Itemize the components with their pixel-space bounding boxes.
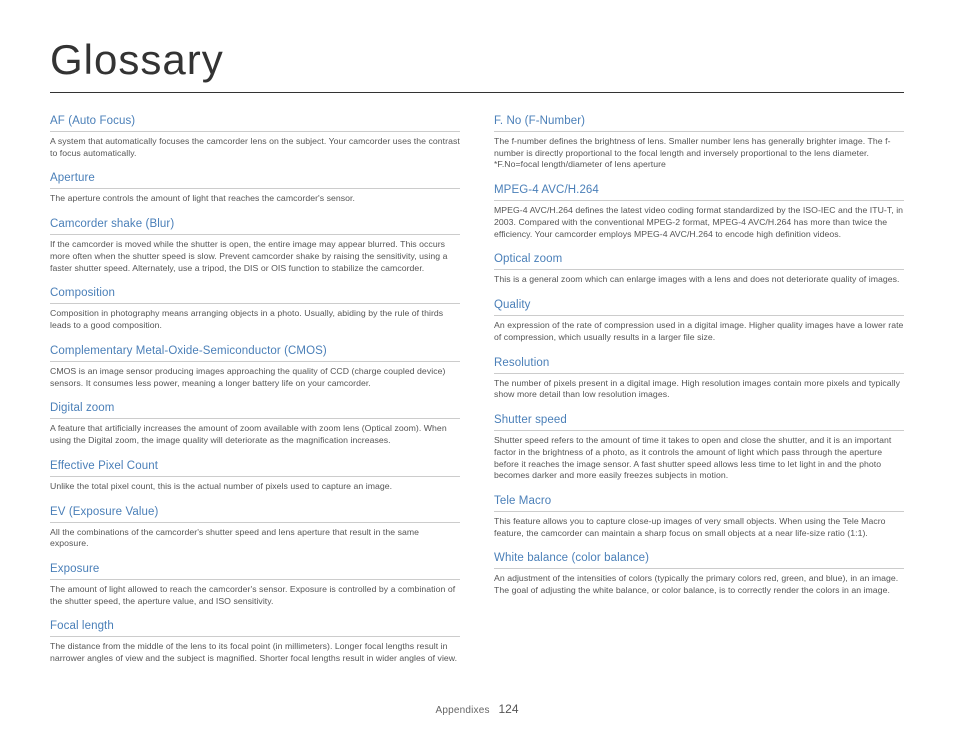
page: Glossary AF (Auto Focus) A system that au… (0, 0, 954, 698)
glossary-term: F. No (F-Number) (494, 115, 904, 127)
glossary-columns: AF (Auto Focus) A system that automatical… (50, 115, 904, 678)
glossary-term: Shutter speed (494, 414, 904, 426)
glossary-definition: An expression of the rate of compression… (494, 315, 904, 343)
footer-section: Appendixes (435, 705, 489, 716)
glossary-definition: The number of pixels present in a digita… (494, 373, 904, 401)
glossary-term: White balance (color balance) (494, 552, 904, 564)
glossary-definition: Composition in photography means arrangi… (50, 303, 460, 331)
glossary-definition: Unlike the total pixel count, this is th… (50, 476, 460, 493)
glossary-term: Focal length (50, 620, 460, 632)
glossary-definition: The f-number defines the brightness of l… (494, 131, 904, 171)
glossary-definition: A feature that artificially increases th… (50, 418, 460, 446)
glossary-definition: CMOS is an image sensor producing images… (50, 361, 460, 389)
glossary-term: Optical zoom (494, 253, 904, 265)
glossary-term: Camcorder shake (Blur) (50, 218, 460, 230)
glossary-definition: All the combinations of the camcorder's … (50, 522, 460, 550)
glossary-definition: This is a general zoom which can enlarge… (494, 269, 904, 286)
glossary-definition: An adjustment of the intensities of colo… (494, 568, 904, 596)
glossary-term: Tele Macro (494, 495, 904, 507)
glossary-definition: A system that automatically focuses the … (50, 131, 460, 159)
glossary-term: Resolution (494, 357, 904, 369)
glossary-definition: MPEG-4 AVC/H.264 defines the latest vide… (494, 200, 904, 240)
glossary-term: Aperture (50, 172, 460, 184)
glossary-term: Effective Pixel Count (50, 460, 460, 472)
glossary-term: Complementary Metal-Oxide-Semiconductor … (50, 345, 460, 357)
glossary-term: MPEG-4 AVC/H.264 (494, 184, 904, 196)
glossary-definition: The aperture controls the amount of ligh… (50, 188, 460, 205)
glossary-term: Digital zoom (50, 402, 460, 414)
glossary-definition: This feature allows you to capture close… (494, 511, 904, 539)
glossary-term: AF (Auto Focus) (50, 115, 460, 127)
glossary-term: Exposure (50, 563, 460, 575)
glossary-term: Quality (494, 299, 904, 311)
glossary-definition: The distance from the middle of the lens… (50, 636, 460, 664)
footer-page-number: 124 (499, 702, 519, 716)
glossary-definition: The amount of light allowed to reach the… (50, 579, 460, 607)
footer: Appendixes 124 (0, 702, 954, 716)
page-title: Glossary (50, 36, 904, 93)
left-column: AF (Auto Focus) A system that automatical… (50, 115, 460, 678)
glossary-definition: If the camcorder is moved while the shut… (50, 234, 460, 274)
glossary-term: EV (Exposure Value) (50, 506, 460, 518)
glossary-definition: Shutter speed refers to the amount of ti… (494, 430, 904, 482)
glossary-term: Composition (50, 287, 460, 299)
right-column: F. No (F-Number) The f-number defines the… (494, 115, 904, 678)
